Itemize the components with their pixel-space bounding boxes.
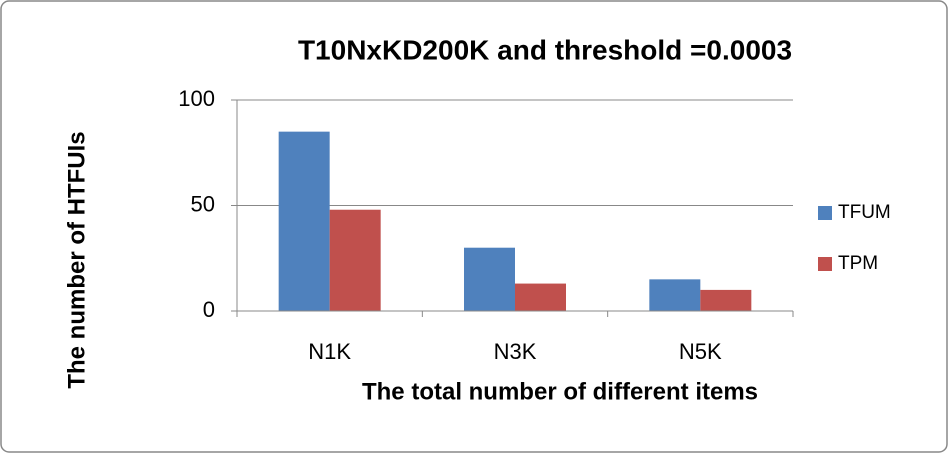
chart-title: T10NxKD200K and threshold =0.0003	[298, 34, 792, 65]
legend-swatch	[818, 206, 832, 220]
bar	[700, 289, 752, 311]
bar	[329, 209, 381, 311]
y-tick-label: 100	[178, 86, 215, 111]
legend-label: TFUM	[838, 202, 891, 223]
bar	[649, 279, 701, 311]
legend-label: TPM	[838, 253, 878, 274]
x-tick-label: N3K	[494, 339, 537, 364]
bar	[278, 131, 330, 311]
y-tick-label: 50	[191, 191, 215, 216]
legend-swatch	[818, 257, 832, 271]
x-tick-label: N1K	[308, 339, 351, 364]
x-axis-label: The total number of different items	[362, 378, 758, 405]
y-axis-label: The number of HTFUIs	[63, 131, 90, 388]
x-tick-label: N5K	[679, 339, 722, 364]
y-tick-label: 0	[203, 297, 215, 322]
bar	[464, 247, 515, 311]
bar	[515, 283, 566, 311]
